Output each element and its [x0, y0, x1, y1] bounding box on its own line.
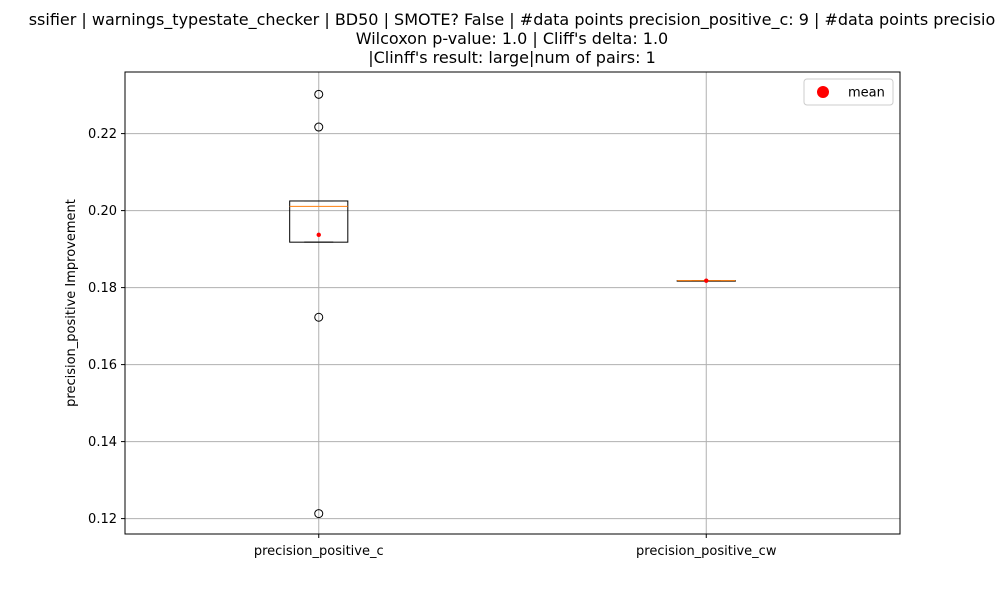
- x-tick-label: precision_positive_cw: [636, 544, 777, 559]
- outlier-point: [314, 509, 324, 519]
- y-axis-ticks: 0.12 0.14 0.16 0.18 0.20 0.22: [88, 127, 125, 527]
- legend: mean: [803, 78, 894, 106]
- y-tick-label: 0.22: [88, 127, 117, 142]
- title-line: ssifier | warnings_typestate_checker | B…: [29, 10, 996, 30]
- grid-lines: [125, 72, 900, 534]
- outlier-point: [314, 89, 324, 99]
- mean-point: [704, 278, 709, 283]
- legend-marker: [817, 86, 829, 98]
- title-line: Wilcoxon p-value: 1.0 | Cliff's delta: 1…: [356, 29, 668, 48]
- y-tick-label: 0.18: [88, 281, 117, 296]
- box-precision_positive_c: [289, 89, 349, 519]
- legend-label: mean: [848, 86, 885, 101]
- x-tick-label: precision_positive_c: [254, 544, 384, 559]
- y-tick-label: 0.20: [88, 204, 117, 219]
- y-tick-label: 0.14: [88, 435, 117, 450]
- box-series: [289, 89, 736, 519]
- x-axis-ticks: precision_positive_c precision_positive_c…: [254, 534, 777, 559]
- outlier-point: [314, 312, 324, 322]
- y-tick-label: 0.12: [88, 512, 117, 527]
- title-line: |Clinff's result: large|num of pairs: 1: [368, 48, 656, 67]
- box-precision_positive_cw: [676, 278, 736, 283]
- y-axis-label: precision_positive Improvement: [64, 199, 79, 407]
- chart-title: ssifier | warnings_typestate_checker | B…: [29, 10, 996, 67]
- mean-point: [316, 232, 321, 238]
- legend-box: [803, 78, 894, 106]
- plot-frame: [124, 71, 901, 535]
- y-tick-label: 0.16: [88, 358, 117, 373]
- outlier-point: [314, 122, 324, 132]
